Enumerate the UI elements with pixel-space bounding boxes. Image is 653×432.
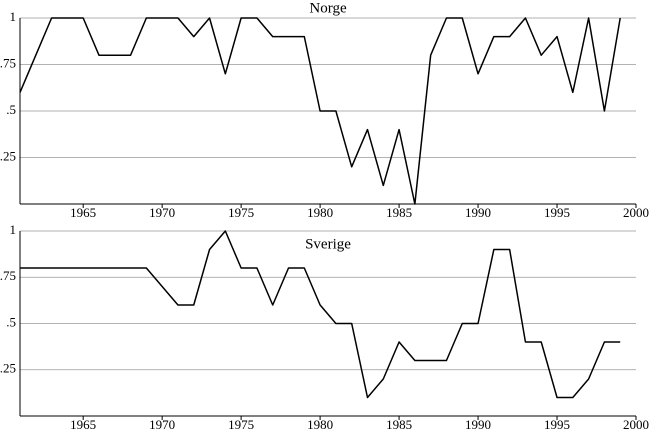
x-tick-label: 1970 bbox=[149, 205, 175, 220]
chart-title: Sverige bbox=[305, 236, 351, 252]
y-tick-label: .5 bbox=[6, 102, 16, 117]
x-tick-label: 1980 bbox=[307, 417, 333, 432]
y-tick-label: 1 bbox=[10, 9, 17, 24]
chart-title: Norge bbox=[309, 0, 347, 16]
x-tick-label: 1970 bbox=[149, 417, 175, 432]
x-tick-label: 1995 bbox=[544, 205, 570, 220]
y-tick-label: .75 bbox=[0, 55, 16, 70]
y-tick-label: .25 bbox=[0, 148, 16, 163]
data-line bbox=[20, 230, 621, 399]
x-tick-label: 1985 bbox=[386, 417, 412, 432]
y-tick-label: .75 bbox=[0, 268, 16, 283]
y-tick-label: 1 bbox=[10, 222, 17, 237]
x-tick-label: 1980 bbox=[307, 205, 333, 220]
x-tick-label: 1990 bbox=[465, 417, 491, 432]
x-tick-label: 1975 bbox=[228, 205, 254, 220]
y-tick-label: .5 bbox=[6, 314, 16, 329]
x-tick-label: 1995 bbox=[544, 417, 570, 432]
x-tick-label: 1990 bbox=[465, 205, 491, 220]
x-tick-label: 1975 bbox=[228, 417, 254, 432]
data-line bbox=[19, 17, 621, 205]
x-tick-label: 2000 bbox=[623, 205, 649, 220]
x-tick-label: 1965 bbox=[70, 417, 96, 432]
x-tick-label: 1985 bbox=[386, 205, 412, 220]
x-tick-label: 2000 bbox=[623, 417, 649, 432]
x-tick-label: 1965 bbox=[70, 205, 96, 220]
y-tick-label: .25 bbox=[0, 361, 16, 376]
